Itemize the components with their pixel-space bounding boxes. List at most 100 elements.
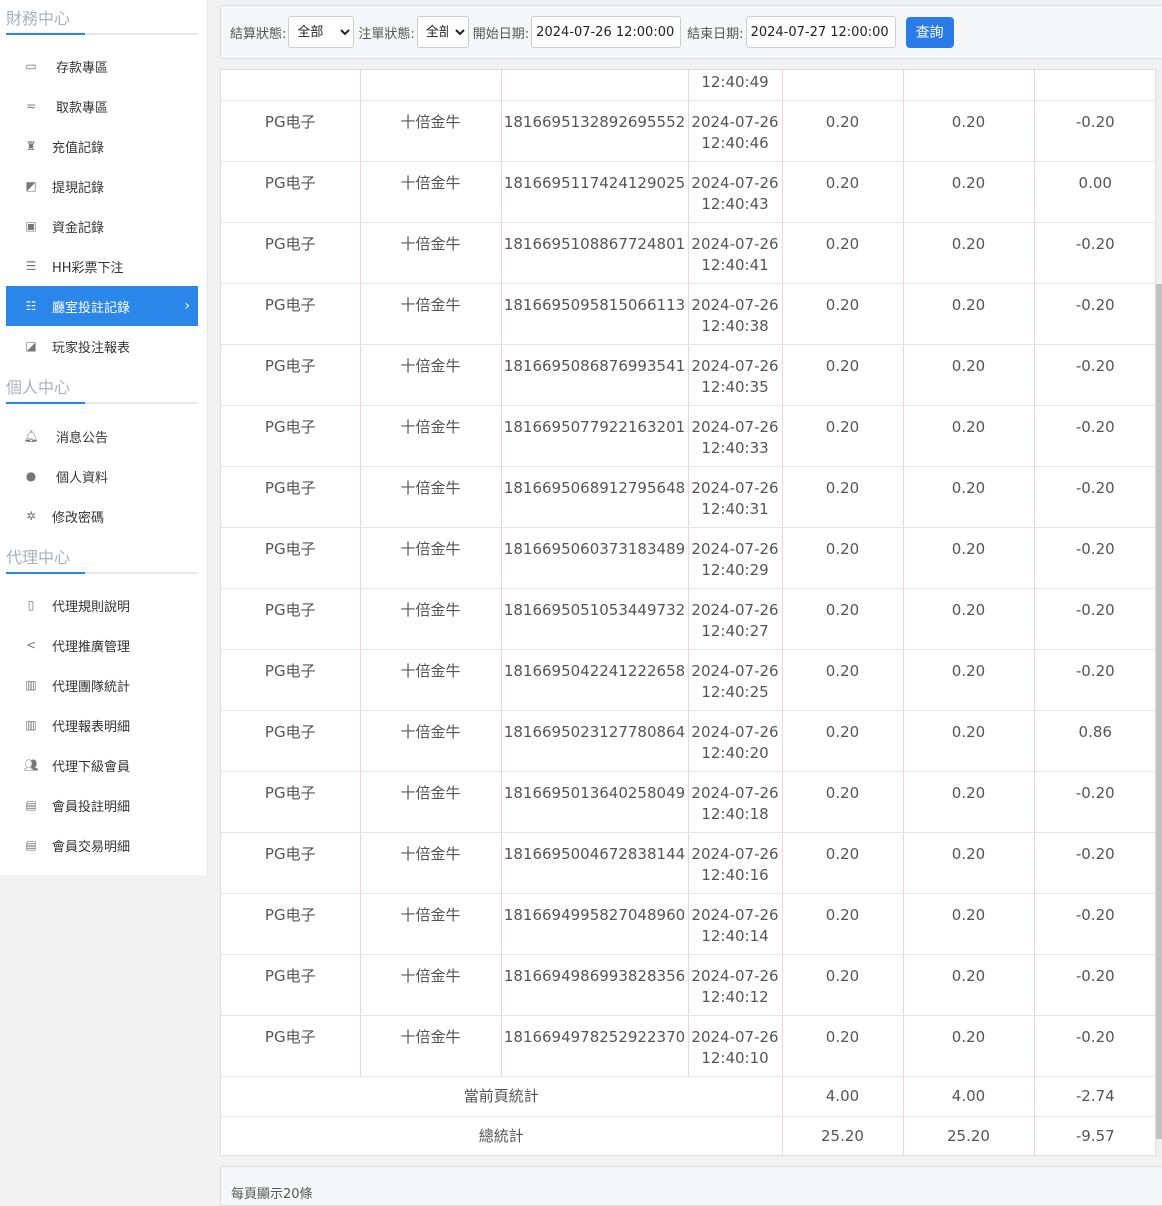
sidebar-item[interactable]: ▥ 代理團隊統計 [6,665,198,705]
bet-clock: 12:40:14 [701,926,769,945]
sidebar-item-label: 存款專區 [56,60,109,76]
bet-clock: 12:40:25 [701,682,769,701]
table-row: PG电子 十倍金牛 1816695004672838144 2024-07-26 12:… [221,832,1155,894]
page-total-row: 當前頁統計 4.00 4.00 -2.74 [221,1076,1155,1117]
sidebar-item[interactable]: < 代理推廣管理 [6,625,198,665]
bet-clock: 12:40:38 [701,316,769,335]
settle-status-select[interactable]: 全部 [288,16,355,48]
bet-date: 2024-07-26 [691,905,779,924]
users-icon: 👥︎ [23,758,39,772]
bet-clock: 12:40:43 [701,194,769,213]
win-loss: -0.20 [1033,832,1155,894]
bet-clock: 12:40:46 [701,133,769,152]
sidebar-item[interactable]: ✲ 修改密碼 [6,496,198,536]
sidebar-item[interactable]: ◩ 提現記錄 [6,166,198,206]
sidebar-item[interactable]: ◪ 玩家投注報表 [6,326,198,366]
game-name: 十倍金牛 [359,832,501,894]
valid-amount: 0.20 [902,222,1034,284]
sidebar-item-label: 代理報表明細 [52,719,131,735]
valid-amount: 0.20 [902,832,1034,894]
bet-time: 2024-07-26 12:40:27 [687,588,782,650]
query-button[interactable]: 查詢 [905,16,954,48]
table-row: PG电子 十倍金牛 1816695068912795648 2024-07-26 12:… [221,466,1155,528]
filter-bar: 結算狀態: 全部 注單狀態: 全部 開始日期: 結束日期: 查詢 [220,5,1162,59]
scrollbar[interactable] [1156,69,1162,1156]
bet-time: 2024-07-26 12:40:38 [687,283,782,345]
card-icon: ▭ [25,59,37,73]
game-name: 十倍金牛 [359,100,501,162]
game-name: 十倍金牛 [359,222,501,284]
bet-amount: 0.20 [781,1015,903,1077]
bet-time: 2024-07-26 12:40:33 [687,405,782,467]
bet-amount: 0.20 [781,832,903,894]
sidebar-item-label: HH彩票下注 [52,260,124,276]
sidebar-item[interactable]: ▤ 會員交易明細 [6,825,198,865]
section-divider [6,572,198,574]
list-icon: ☰ [25,259,37,273]
game-name: 十倍金牛 [359,283,501,345]
bet-date: 2024-07-26 [691,1027,779,1046]
sidebar-item-label: 代理推廣管理 [52,639,131,655]
bet-date: 2024-07-26 [691,234,779,253]
win-loss: -0.20 [1033,649,1155,711]
sidebar-item[interactable]: ☰ HH彩票下注 [6,246,198,286]
start-date-input[interactable] [531,16,682,48]
bet-amount: 0.20 [781,283,903,345]
bell-icon: 🔔︎ [23,429,39,443]
sidebar-item-label: 修改密碼 [52,510,105,526]
sidebar-item[interactable]: ▯ 代理規則說明 [6,585,198,625]
sidebar-item-label: 充值記錄 [52,140,105,156]
sidebar-item[interactable]: ▤ 會員投註明細 [6,785,198,825]
list-bullets-icon: ☷ [25,299,37,313]
bet-date: 2024-07-26 [691,783,779,802]
platform: PG电子 [221,832,360,894]
order-id: 1816695023127780864 [500,710,688,772]
game-name: 十倍金牛 [359,344,501,406]
bet-time: 2024-07-26 12:40:12 [687,954,782,1016]
valid-amount: 0.20 [902,466,1034,528]
platform: PG电子 [221,405,360,467]
platform: PG电子 [221,710,360,772]
sidebar-item[interactable]: ▭ 存款專區 [6,46,198,86]
win-loss: -0.20 [1033,954,1155,1016]
sidebar-item[interactable]: ● 個人資料 [6,456,198,496]
order-status-select[interactable]: 全部 [416,16,469,48]
sidebar-item[interactable]: 🔔︎ 消息公告 [6,416,198,456]
bet-amount: 0.20 [781,344,903,406]
table-row: PG电子 十倍金牛 1816694995827048960 2024-07-26 12:… [221,893,1155,955]
bet-amount: 0.20 [781,466,903,528]
bet-time: 2024-07-26 12:40:35 [687,344,782,406]
table-row: PG电子 十倍金牛 1816695086876993541 2024-07-26 12:… [221,344,1155,406]
sidebar-item[interactable]: ▥ 代理報表明細 [6,705,198,745]
win-loss: -0.20 [1033,405,1155,467]
sidebar-item[interactable]: ♜ 充值記錄 [6,126,198,166]
share-icon: < [25,638,37,652]
game-name: 十倍金牛 [359,771,501,833]
sidebar-item[interactable]: ☷ 廳室投註記錄 › [6,286,198,326]
valid-amount: 0.20 [902,161,1034,223]
order-id: 1816695042241222658 [500,649,688,711]
order-id: 1816695004672838144 [500,832,688,894]
sidebar-item[interactable]: 👥︎ 代理下級會員 [6,745,198,785]
sidebar-item[interactable]: ≂ 取款專區 [6,86,198,126]
table-row: PG电子 十倍金牛 1816695013640258049 2024-07-26 12:… [221,771,1155,833]
order-id: 1816694995827048960 [500,893,688,955]
scrollbar-thumb[interactable] [1156,284,1162,1139]
bet-clock: 12:40:12 [701,987,769,1006]
section-title-finance: 財務中心 [6,9,71,28]
sidebar-item-label: 玩家投注報表 [52,340,131,356]
order-id: 1816695095815066113 [500,283,688,345]
bet-date: 2024-07-26 [691,478,779,497]
sidebar-item-label: 取款專區 [56,100,109,116]
platform: PG电子 [221,893,360,955]
chart-icon: ◪ [25,339,37,353]
bet-amount: 0.20 [781,771,903,833]
bet-clock: 12:40:16 [701,865,769,884]
bet-clock: 12:40:35 [701,377,769,396]
bet-clock: 12:40:20 [701,743,769,762]
sidebar-item-label: 資金記錄 [52,220,105,236]
sidebar-item[interactable]: ▣ 資金記錄 [6,206,198,246]
money-bag-icon: ♜ [25,139,37,153]
bet-time: 2024-07-26 12:40:18 [687,771,782,833]
end-date-input[interactable] [745,16,896,48]
